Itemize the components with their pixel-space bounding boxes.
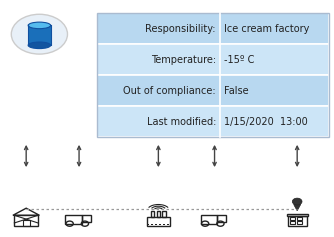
Text: Ice cream factory: Ice cream factory: [224, 24, 309, 34]
Bar: [65, 215, 81, 224]
Bar: [81, 215, 91, 222]
Text: Last modified:: Last modified:: [147, 117, 216, 127]
Bar: [297, 221, 302, 224]
Text: Responsibility:: Responsibility:: [145, 24, 216, 34]
Bar: [290, 217, 295, 220]
Circle shape: [11, 14, 67, 54]
Bar: [28, 25, 51, 45]
Text: Temperature:: Temperature:: [151, 55, 216, 65]
Text: 1/15/2020  13:00: 1/15/2020 13:00: [224, 117, 308, 127]
Bar: [23, 220, 30, 226]
Bar: [290, 221, 295, 224]
Bar: [14, 215, 38, 226]
Bar: [297, 217, 302, 220]
Bar: [97, 13, 329, 137]
Bar: [97, 13, 329, 44]
Bar: [162, 211, 166, 217]
Bar: [97, 44, 329, 75]
Bar: [97, 106, 329, 137]
Text: Out of compliance:: Out of compliance:: [123, 86, 216, 96]
Bar: [288, 216, 307, 226]
Bar: [151, 223, 153, 225]
Bar: [217, 215, 226, 222]
Circle shape: [292, 198, 302, 205]
Bar: [159, 223, 161, 225]
Bar: [200, 215, 217, 224]
Bar: [147, 223, 149, 225]
Ellipse shape: [28, 42, 51, 49]
Bar: [97, 75, 329, 106]
Bar: [287, 214, 308, 216]
Bar: [147, 217, 170, 226]
Bar: [157, 211, 160, 217]
Bar: [151, 211, 154, 217]
Polygon shape: [294, 205, 301, 211]
Bar: [167, 223, 169, 225]
Text: -15º C: -15º C: [224, 55, 254, 65]
Bar: [163, 223, 165, 225]
Bar: [155, 223, 157, 225]
Text: False: False: [224, 86, 248, 96]
Ellipse shape: [28, 22, 51, 29]
